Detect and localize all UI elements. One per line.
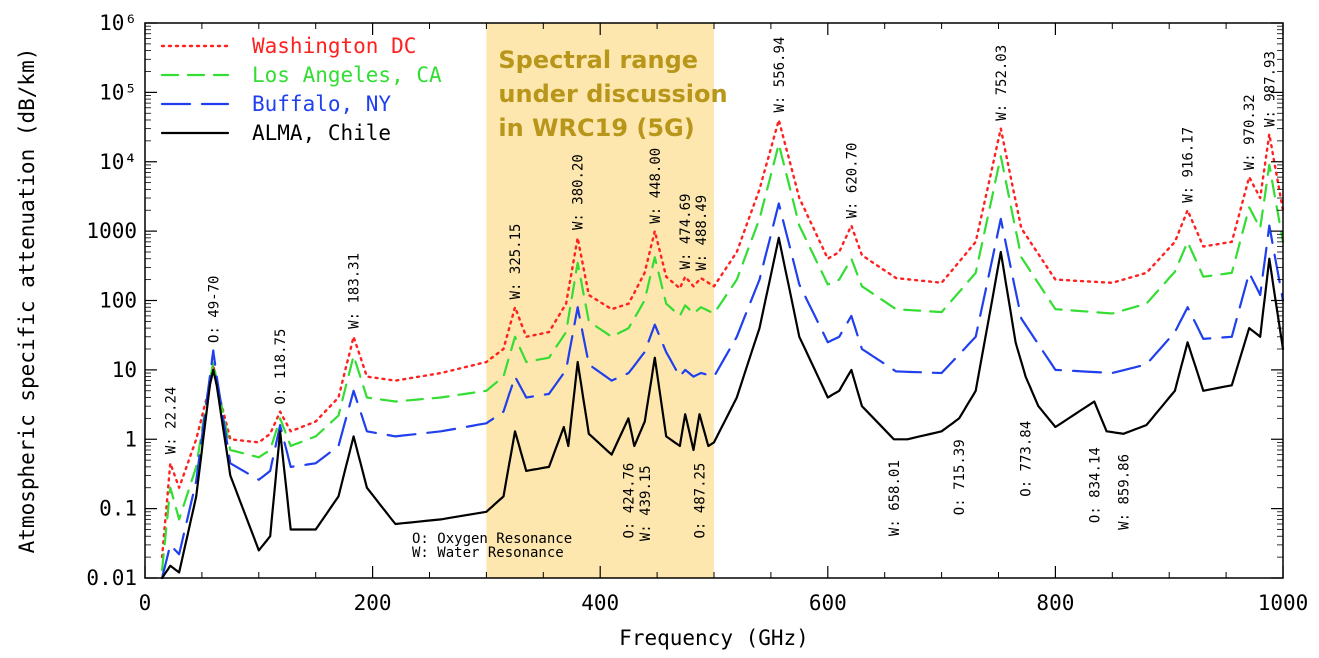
y-tick-label: 10⁵ <box>99 80 137 104</box>
peak-label: W: 556.94 <box>772 37 788 113</box>
legend-entry: Washington DC <box>252 34 416 58</box>
peak-label: O: 834.14 <box>1087 447 1103 523</box>
peak-label-layer: W: 22.24 O: 49-70 O: 118.75 W: 183.31 W: 325… <box>163 37 1278 561</box>
peak-label: O: 715.39 <box>952 439 968 515</box>
y-tick-label: 0.1 <box>99 497 137 521</box>
y-tick-label: 10⁶ <box>99 11 137 35</box>
x-tick-label: 800 <box>1036 591 1074 615</box>
resonance-note: O: Oxygen Resonance <box>412 531 572 547</box>
peak-label: O: 487.25 <box>692 463 708 539</box>
legend-entry: Los Angeles, CA <box>252 63 442 87</box>
band-label-line: in WRC19 (5G) <box>498 114 694 142</box>
x-tick-label: 400 <box>581 591 619 615</box>
band-label-line: under discussion <box>498 80 727 108</box>
x-tick-label: 200 <box>354 591 392 615</box>
peak-label: W: 448.00 <box>648 148 664 224</box>
resonance-note: W: Water Resonance <box>412 545 564 561</box>
peak-label: W: 620.70 <box>844 143 860 219</box>
peak-label: O: 49-70 <box>206 276 222 343</box>
highlight-band <box>486 23 714 578</box>
y-tick-label: 1000 <box>86 219 137 243</box>
peak-label: W: 474.69 <box>678 194 694 270</box>
x-tick-label: 0 <box>139 591 152 615</box>
peak-label: W: 380.20 <box>571 154 587 230</box>
y-tick-label: 10 <box>112 358 137 382</box>
series-line-1 <box>160 118 1285 559</box>
peak-label: O: 773.84 <box>1019 421 1035 497</box>
peak-label: W: 439.15 <box>638 465 654 541</box>
peak-label: W: 859.86 <box>1117 454 1133 530</box>
series-line-4 <box>161 236 1285 580</box>
peak-label: W: 916.17 <box>1181 127 1197 203</box>
peak-label: W: 987.93 <box>1262 51 1278 127</box>
legend-entry: Buffalo, NY <box>252 92 391 116</box>
peak-label: W: 183.31 <box>347 253 363 329</box>
y-tick-label: 10⁴ <box>99 150 137 174</box>
y-axis-title: Atmospheric specific attenuation (dB/km) <box>15 48 39 554</box>
highlight-band-layer: Spectral range under discussion in WRC19 (… <box>486 23 728 578</box>
peak-label: W: 970.32 <box>1242 94 1258 170</box>
y-tick-label: 1 <box>124 427 137 451</box>
peak-label: O: 118.75 <box>273 329 289 405</box>
peak-label: W: 22.24 <box>163 387 179 454</box>
legend-entry: ALMA, Chile <box>252 121 391 145</box>
x-axis-title: Frequency (GHz) <box>619 626 809 650</box>
band-label-line: Spectral range <box>498 46 698 74</box>
series-line-3 <box>161 202 1285 580</box>
peak-label: W: 658.01 <box>887 460 903 536</box>
peak-label: W: 488.49 <box>694 195 710 271</box>
series-layer <box>160 118 1285 580</box>
peak-label: O: 424.76 <box>621 463 637 539</box>
legend: Washington DC Los Angeles, CA Buffalo, NY A… <box>160 34 442 145</box>
peak-label: W: 325.15 <box>508 224 524 300</box>
x-tick-label: 600 <box>809 591 847 615</box>
y-tick-label: 0.01 <box>86 566 137 590</box>
series-line-2 <box>161 142 1285 572</box>
axis-layer: 0 200 400 600 800 1000 10⁶ 10⁵ 10⁴ 1000 100 10 1 0.1 0… <box>86 11 1308 615</box>
peak-label: W: 752.03 <box>994 45 1010 121</box>
x-tick-label: 1000 <box>1258 591 1309 615</box>
y-tick-label: 100 <box>99 289 137 313</box>
